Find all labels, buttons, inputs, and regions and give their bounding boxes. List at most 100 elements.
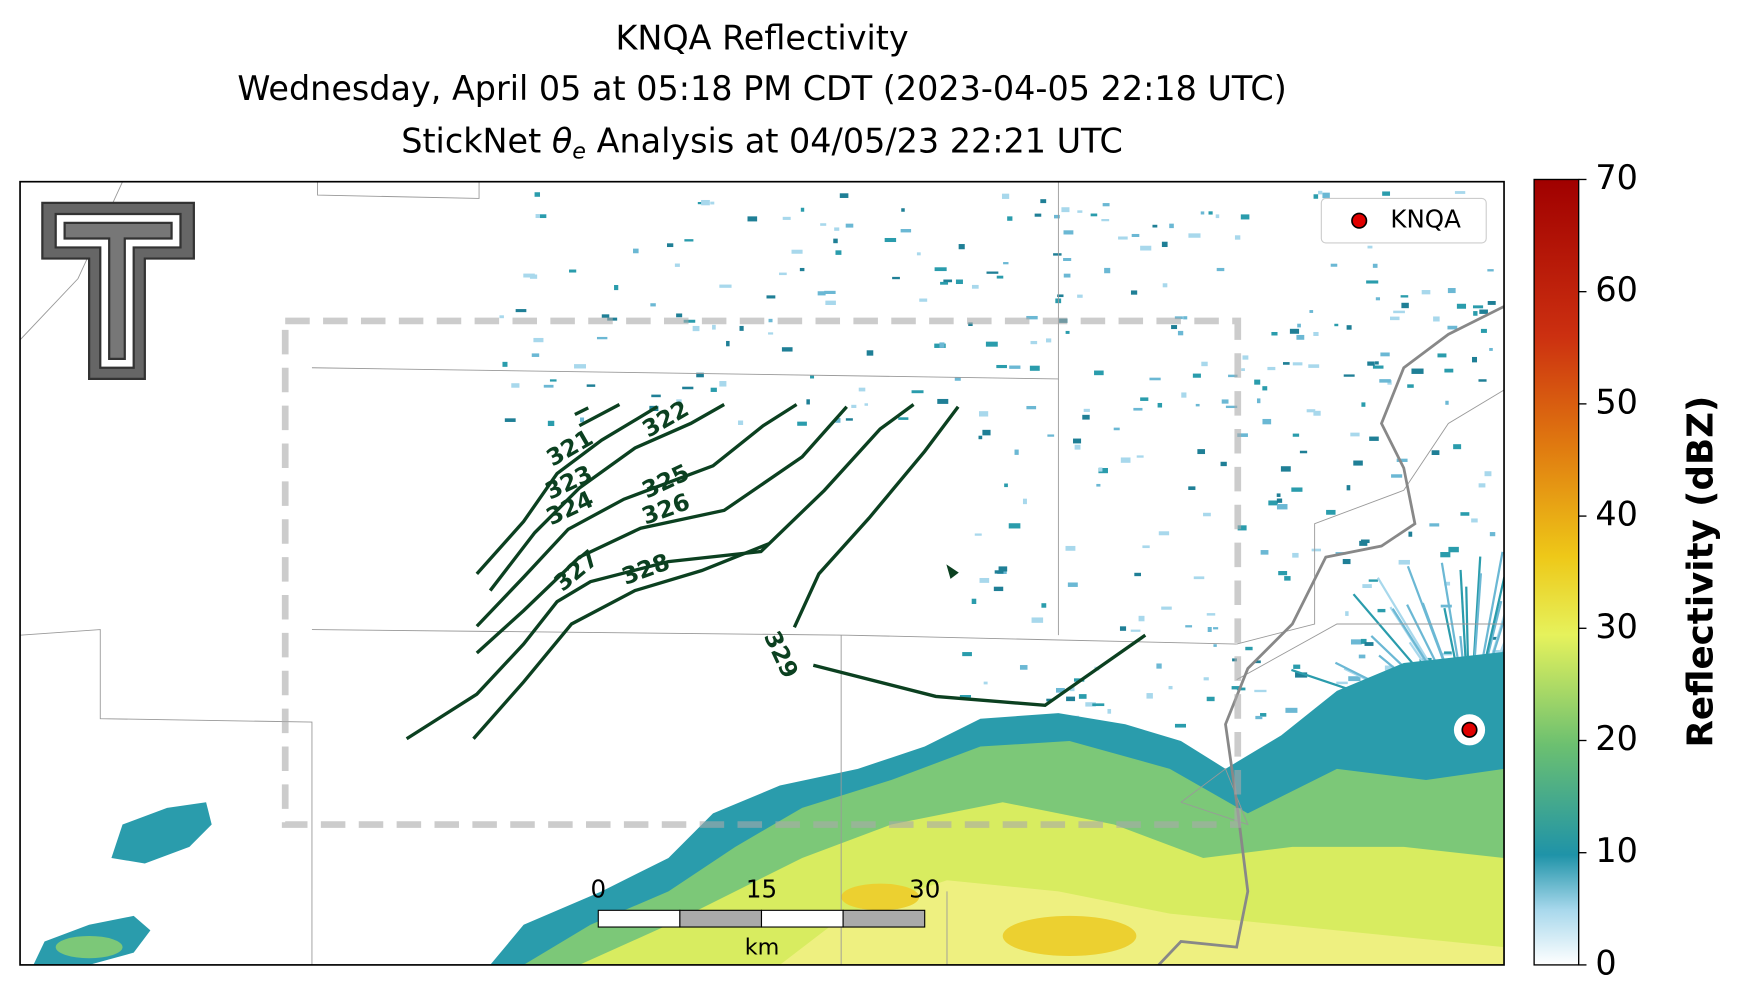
echo-speckle — [1207, 626, 1212, 632]
echo-speckle — [1284, 576, 1291, 581]
colorbar-tick-label: 0 — [1595, 943, 1616, 982]
echo-speckle — [799, 267, 805, 272]
echo-speckle — [1445, 400, 1449, 405]
echo-speckle — [1334, 323, 1339, 327]
echo-speckle — [719, 284, 732, 288]
colorbar-tick-label: 40 — [1595, 495, 1638, 534]
echo-speckle — [633, 248, 639, 254]
echo-speckle — [1046, 698, 1053, 702]
echo-speckle — [1228, 374, 1238, 378]
echo-speckle — [1140, 245, 1152, 251]
echo-speckle — [1472, 356, 1478, 363]
echo-speckle — [1382, 191, 1391, 196]
scale-labels: 0 15 30 — [590, 874, 940, 903]
echo-speckle — [937, 398, 949, 404]
echo-speckle — [1118, 236, 1128, 240]
echo-speckle — [1411, 368, 1424, 374]
echo-speckle — [1292, 362, 1303, 366]
echo-speckle — [845, 418, 853, 421]
echo-speckle — [1393, 310, 1405, 314]
echo-speckle — [1255, 715, 1263, 720]
colorbar-tick-label: 60 — [1595, 270, 1638, 309]
echo-speckle — [710, 387, 717, 392]
echo-speckle — [1192, 373, 1201, 378]
echo-speckle — [515, 309, 527, 313]
echo-speckle — [1216, 267, 1225, 272]
echo-speckle — [1221, 399, 1229, 404]
echo-speckle — [1206, 696, 1215, 702]
echo-speckle — [1098, 467, 1108, 474]
echo-speckle — [1156, 663, 1162, 669]
scale-unit: km — [745, 935, 780, 961]
echo-speckle — [1234, 235, 1241, 240]
echo-speckle — [1067, 582, 1078, 587]
echo-speckle — [797, 421, 807, 426]
echo-speckle — [884, 237, 897, 243]
echo-speckle — [934, 267, 947, 272]
echo-speckle — [911, 390, 924, 394]
echo-speckle — [696, 372, 704, 378]
echo-speckle — [1421, 290, 1431, 295]
echo-speckle — [1240, 214, 1250, 220]
echo-speckle — [983, 681, 988, 685]
echo-speckle — [1053, 253, 1062, 256]
echo-speckle — [851, 404, 857, 408]
echo-speckle — [1138, 615, 1145, 622]
echo-speckle — [499, 315, 504, 319]
echo-speckle — [676, 399, 682, 404]
echo-speckle — [547, 420, 555, 427]
echo-speckle — [1104, 267, 1111, 274]
echo-speckle — [1026, 315, 1038, 320]
legend-box — [1320, 197, 1487, 244]
echo-speckle — [1447, 325, 1458, 330]
echo-speckle — [1309, 310, 1314, 313]
echo-speckle — [1026, 405, 1037, 410]
echo-speckle — [1343, 374, 1355, 377]
echo-speckle — [1041, 603, 1047, 608]
echo-speckle — [666, 243, 674, 248]
echo-speckle — [1342, 558, 1351, 565]
scale-tick-label: 0 — [590, 874, 606, 903]
echo-speckle — [1346, 485, 1351, 491]
echo-speckle — [993, 586, 1004, 592]
echo-speckle — [1369, 436, 1379, 441]
echo-speckle — [1215, 214, 1220, 219]
title-text: Analysis at 04/05/23 22:21 UTC — [597, 121, 1123, 160]
echo-speckle — [1295, 672, 1308, 678]
echo-speckle — [1400, 295, 1409, 298]
echo-speckle — [1241, 368, 1245, 372]
echo-speckle — [1009, 365, 1021, 369]
echo-speckle — [978, 435, 983, 440]
echo-speckle — [1061, 207, 1070, 213]
echo-speckle — [1162, 283, 1168, 288]
echo-speckle — [1133, 407, 1143, 411]
scale-bar — [597, 909, 926, 928]
legend: KNQA — [1320, 197, 1487, 244]
echo-speckle — [1368, 579, 1378, 582]
analysis-box — [281, 317, 1242, 828]
echo-speckle — [1237, 433, 1248, 437]
echo-speckle — [1478, 379, 1487, 382]
echo-speckle — [1398, 559, 1410, 565]
echo-speckle — [1390, 316, 1400, 321]
echo-speckle — [781, 347, 793, 352]
echo-speckle — [1346, 325, 1352, 330]
echo-speckle — [1078, 694, 1087, 699]
title-subscript: e — [572, 138, 586, 164]
legend-marker — [1351, 212, 1368, 229]
echo-speckle — [1299, 450, 1308, 454]
colorbar-label: Reflectivity (dBZ) — [1680, 396, 1721, 748]
scale-tick-label: 15 — [746, 874, 777, 903]
echo-speckle — [1119, 626, 1127, 631]
echo-speckle — [1444, 651, 1452, 654]
echo-speckle — [683, 319, 696, 323]
echo-speckle — [674, 263, 680, 267]
echo-speckle — [1297, 323, 1301, 328]
echo-speckle — [791, 249, 803, 254]
echo-speckle — [810, 375, 815, 379]
echo-speckle — [1504, 422, 1505, 426]
echo-speckle — [1489, 347, 1493, 351]
colorbar-ticks: 0 10 20 30 40 50 60 70 — [1578, 158, 1638, 982]
echo-speckle — [1168, 685, 1173, 690]
echo-speckle — [502, 361, 508, 367]
